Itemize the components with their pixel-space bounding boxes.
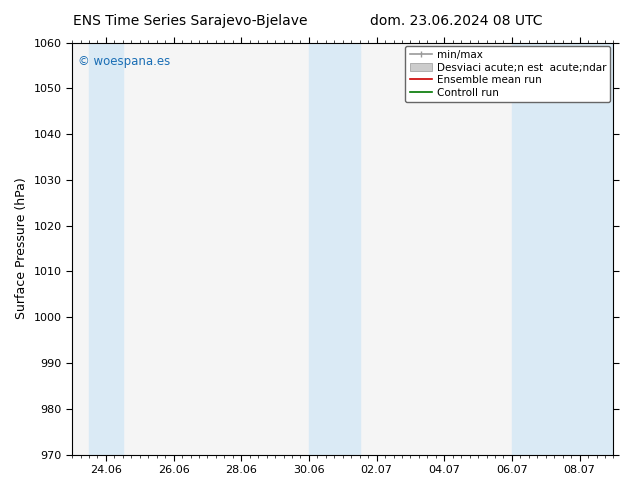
Text: © woespana.es: © woespana.es — [77, 55, 170, 68]
Bar — [512, 43, 614, 455]
Text: dom. 23.06.2024 08 UTC: dom. 23.06.2024 08 UTC — [370, 14, 543, 28]
Text: ENS Time Series Sarajevo-Bjelave: ENS Time Series Sarajevo-Bjelave — [73, 14, 307, 28]
Y-axis label: Surface Pressure (hPa): Surface Pressure (hPa) — [15, 178, 28, 319]
Bar — [89, 43, 123, 455]
Legend: min/max, Desviaci acute;n est  acute;ndar, Ensemble mean run, Controll run: min/max, Desviaci acute;n est acute;ndar… — [405, 46, 611, 102]
Bar — [309, 43, 359, 455]
